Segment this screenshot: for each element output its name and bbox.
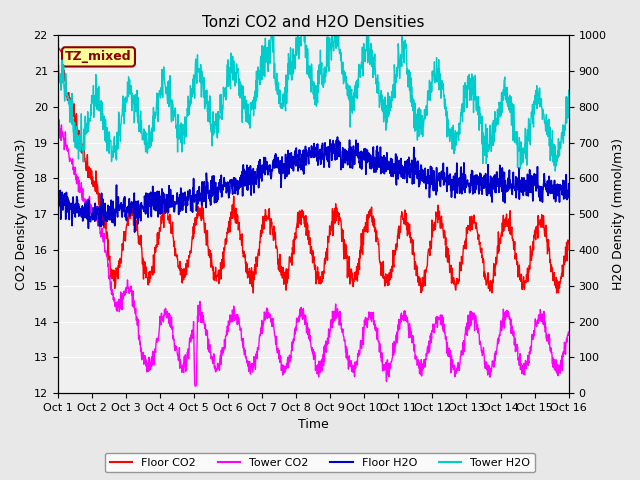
Line: Tower H2O: Tower H2O [58,36,569,171]
Floor CO2 [225,224,232,229]
Floor CO2 [460,247,467,252]
Tower CO2 [54,114,62,120]
Y-axis label: CO2 Density (mmol/m3): CO2 Density (mmol/m3) [15,139,28,290]
Tower CO2 [565,329,573,335]
Tower H2O [504,94,512,100]
Floor H2O [168,203,175,209]
Floor H2O [225,195,232,201]
Line: Floor CO2: Floor CO2 [58,46,569,293]
Floor CO2 [392,247,400,252]
Floor H2O [505,187,513,192]
Tower H2O [552,168,559,174]
Tower H2O [54,56,61,61]
Text: TZ_mixed: TZ_mixed [65,50,132,63]
Tower CO2 [225,320,233,326]
Tower CO2 [460,338,467,344]
Tower CO2 [505,311,513,316]
Tower H2O [225,65,232,71]
Floor H2O [460,184,467,190]
Tower CO2 [54,123,61,129]
Tower H2O [168,116,175,121]
Floor CO2 [168,228,175,233]
Floor H2O [393,154,401,159]
Floor CO2 [504,217,512,223]
Floor H2O [156,189,163,194]
Floor H2O [131,229,138,235]
Legend: Floor CO2, Tower CO2, Floor H2O, Tower H2O: Floor CO2, Tower CO2, Floor H2O, Tower H… [105,453,535,472]
Tower CO2 [393,340,401,346]
Line: Tower CO2: Tower CO2 [58,117,569,386]
Tower H2O [155,91,163,97]
Line: Floor H2O: Floor H2O [58,137,569,232]
X-axis label: Time: Time [298,419,328,432]
Tower H2O [565,87,573,93]
Floor H2O [54,196,61,202]
Y-axis label: H2O Density (mmol/m3): H2O Density (mmol/m3) [612,138,625,290]
Floor CO2 [565,240,573,246]
Tower CO2 [191,383,199,389]
Tower H2O [460,107,467,113]
Floor CO2 [54,43,61,49]
Tower H2O [267,33,275,38]
Floor CO2 [155,235,163,241]
Tower CO2 [156,328,163,334]
Floor H2O [565,181,573,187]
Tower H2O [392,80,400,85]
Floor CO2 [250,290,257,296]
Floor H2O [333,134,341,140]
Tower CO2 [168,314,175,320]
Title: Tonzi CO2 and H2O Densities: Tonzi CO2 and H2O Densities [202,15,424,30]
